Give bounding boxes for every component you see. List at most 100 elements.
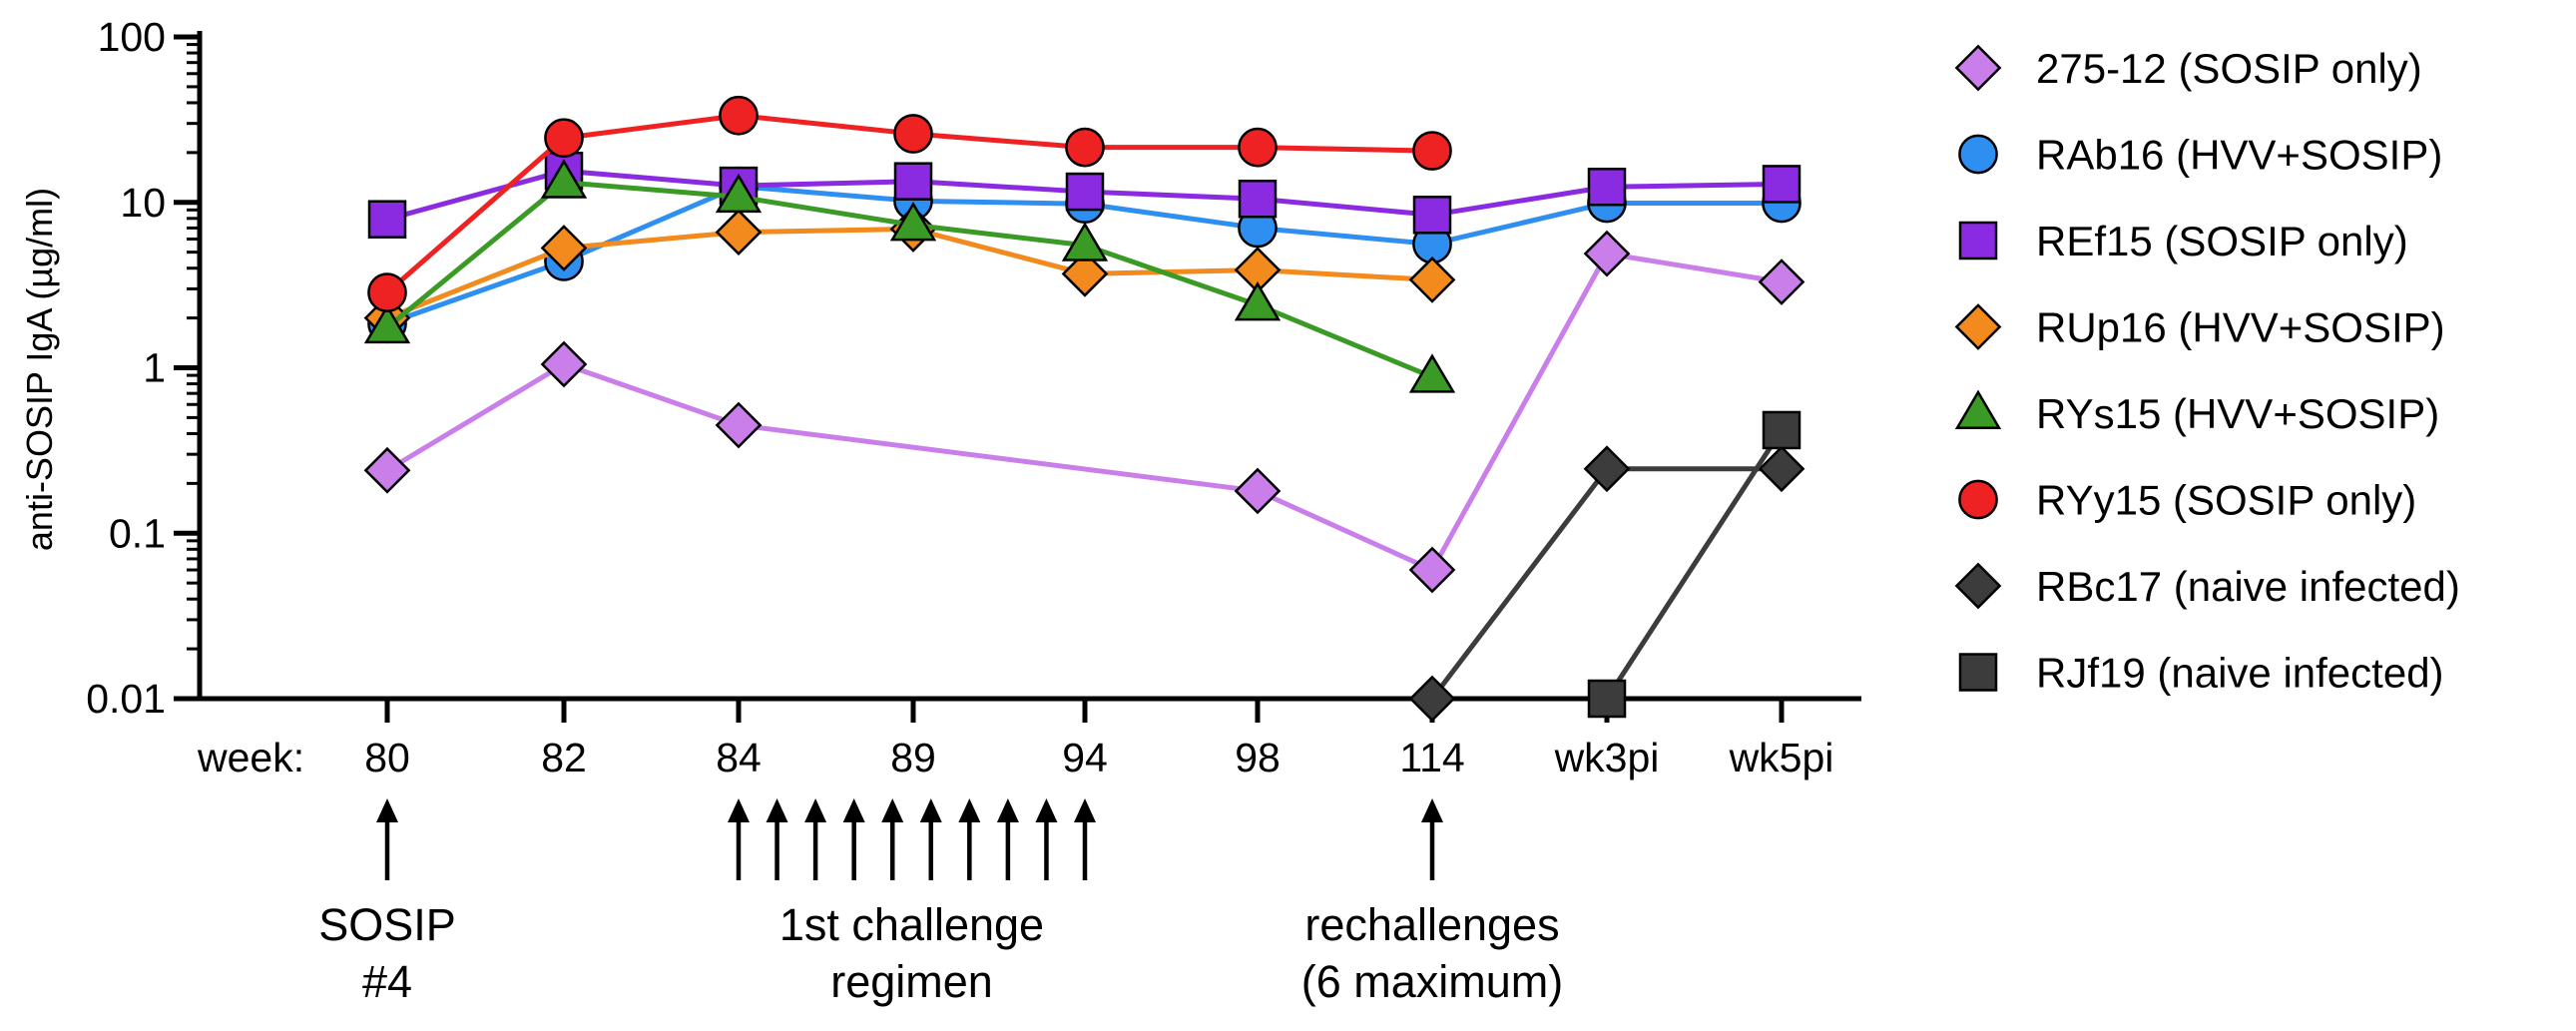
y-axis-label: anti-SOSIP IgA (µg/ml) bbox=[19, 188, 60, 551]
legend-entry: RYs15 (HVV+SOSIP) bbox=[1954, 389, 2439, 437]
arrow-head bbox=[919, 798, 942, 822]
legend-entry: RJf19 (naive infected) bbox=[1958, 650, 2444, 697]
data-point bbox=[363, 446, 411, 494]
annotation-text: regimen bbox=[830, 956, 993, 1007]
legend: 275-12 (SOSIP only) RAb16 (HVV+SOSIP) REf1… bbox=[1954, 44, 2460, 697]
arrow-head bbox=[1421, 798, 1443, 822]
y-tick-label: 100 bbox=[98, 14, 166, 60]
series-ref15 bbox=[367, 151, 1802, 239]
data-point bbox=[1412, 131, 1452, 171]
series-line bbox=[385, 251, 1783, 573]
x-tick-label: 94 bbox=[1062, 735, 1108, 780]
data-point bbox=[1762, 410, 1802, 450]
legend-marker bbox=[1958, 221, 1998, 260]
legend-label: REf15 (SOSIP only) bbox=[2036, 218, 2408, 264]
data-point bbox=[540, 225, 588, 271]
annotation-text: (6 maximum) bbox=[1301, 956, 1564, 1007]
data-point bbox=[715, 209, 763, 257]
y-tick-label: 1 bbox=[143, 345, 166, 391]
series-275-12 bbox=[363, 230, 1805, 594]
legend-marker bbox=[1958, 134, 1998, 175]
annotation-text: SOSIP bbox=[318, 899, 456, 950]
legend-label: RAb16 (HVV+SOSIP) bbox=[2036, 132, 2442, 179]
data-point bbox=[1583, 230, 1631, 277]
data-point bbox=[1234, 281, 1282, 321]
arrow-head bbox=[996, 798, 1019, 822]
legend-marker bbox=[1954, 562, 2002, 610]
series-line bbox=[1430, 466, 1782, 701]
data-point bbox=[363, 303, 411, 344]
data-point bbox=[367, 272, 407, 312]
arrow-head bbox=[804, 798, 827, 822]
data-point bbox=[1238, 179, 1278, 219]
x-tick-label: 89 bbox=[890, 735, 936, 780]
series-line bbox=[1604, 428, 1785, 701]
legend-entry: REf15 (SOSIP only) bbox=[1958, 218, 2408, 264]
arrow-head bbox=[376, 798, 398, 822]
legend-label: 275-12 (SOSIP only) bbox=[2036, 45, 2422, 92]
x-tick-label: 80 bbox=[364, 735, 410, 780]
x-tick-label: 98 bbox=[1235, 735, 1281, 780]
legend-marker bbox=[1954, 389, 2002, 429]
arrow-head bbox=[766, 798, 788, 822]
data-point bbox=[1408, 675, 1456, 723]
legend-marker bbox=[1954, 44, 2002, 92]
legend-entry: RBc17 (naive infected) bbox=[1954, 562, 2460, 610]
data-point bbox=[1408, 546, 1456, 594]
data-point bbox=[1238, 127, 1278, 168]
legend-entry: RAb16 (HVV+SOSIP) bbox=[1958, 132, 2442, 179]
data-point bbox=[893, 162, 933, 201]
x-tick-label: 114 bbox=[1399, 735, 1464, 780]
data-point bbox=[1234, 467, 1282, 515]
annotation-text: #4 bbox=[362, 956, 412, 1007]
data-point bbox=[1587, 168, 1627, 207]
x-tick-label: 82 bbox=[541, 735, 587, 780]
arrow-head bbox=[1035, 798, 1058, 822]
data-point bbox=[1065, 172, 1105, 212]
data-point bbox=[1061, 250, 1109, 297]
y-tick-label: 0.1 bbox=[109, 510, 166, 556]
legend-marker bbox=[1954, 303, 2002, 350]
data-point bbox=[715, 401, 763, 449]
legend-label: RBc17 (naive infected) bbox=[2036, 563, 2460, 610]
data-point bbox=[1412, 196, 1452, 235]
arrow-head bbox=[1074, 798, 1096, 822]
annotation-text: 1st challenge bbox=[779, 899, 1044, 950]
data-point bbox=[1065, 127, 1105, 168]
x-tick-label: wk3pi bbox=[1554, 735, 1660, 780]
legend-label: RYs15 (HVV+SOSIP) bbox=[2036, 390, 2439, 437]
data-point bbox=[889, 201, 937, 242]
legend-marker bbox=[1958, 653, 1998, 692]
annotation-text: rechallenges bbox=[1304, 899, 1559, 950]
legend-marker bbox=[1958, 479, 1998, 520]
series-rys15 bbox=[363, 159, 1456, 393]
series-rjf19 bbox=[1587, 410, 1802, 719]
data-point bbox=[540, 159, 588, 199]
legend-entry: RUp16 (HVV+SOSIP) bbox=[1954, 303, 2445, 351]
data-point bbox=[1408, 353, 1456, 393]
legend-label: RYy15 (SOSIP only) bbox=[2036, 477, 2416, 524]
data-point bbox=[1758, 258, 1805, 305]
data-point bbox=[1587, 679, 1627, 719]
legend-entry: RYy15 (SOSIP only) bbox=[1958, 477, 2416, 524]
data-point bbox=[893, 114, 933, 154]
data-point bbox=[1408, 257, 1456, 303]
arrow-head bbox=[881, 798, 904, 822]
data-point bbox=[1061, 222, 1109, 261]
data-point bbox=[544, 118, 584, 159]
data-point bbox=[1762, 165, 1802, 204]
x-tick-label: 84 bbox=[716, 735, 762, 780]
annotations: SOSIP #4 1st challenge regimen rechallenges (… bbox=[318, 798, 1563, 1007]
series-layer bbox=[363, 95, 1805, 723]
x-prefix-label: week: bbox=[197, 735, 304, 780]
axes: 0.01 0.1 1 10 100 anti-SOSIP IgA (µg/ml) 80 82 8… bbox=[19, 14, 1861, 780]
data-point bbox=[715, 173, 763, 214]
data-point bbox=[719, 95, 759, 136]
series-rbc17 bbox=[1408, 445, 1805, 723]
series-ryy15 bbox=[367, 95, 1452, 312]
legend-entry: 275-12 (SOSIP only) bbox=[1954, 44, 2422, 92]
arrow-head bbox=[958, 798, 981, 822]
legend-label: RJf19 (naive infected) bbox=[2036, 650, 2444, 697]
arrow-head bbox=[842, 798, 865, 822]
